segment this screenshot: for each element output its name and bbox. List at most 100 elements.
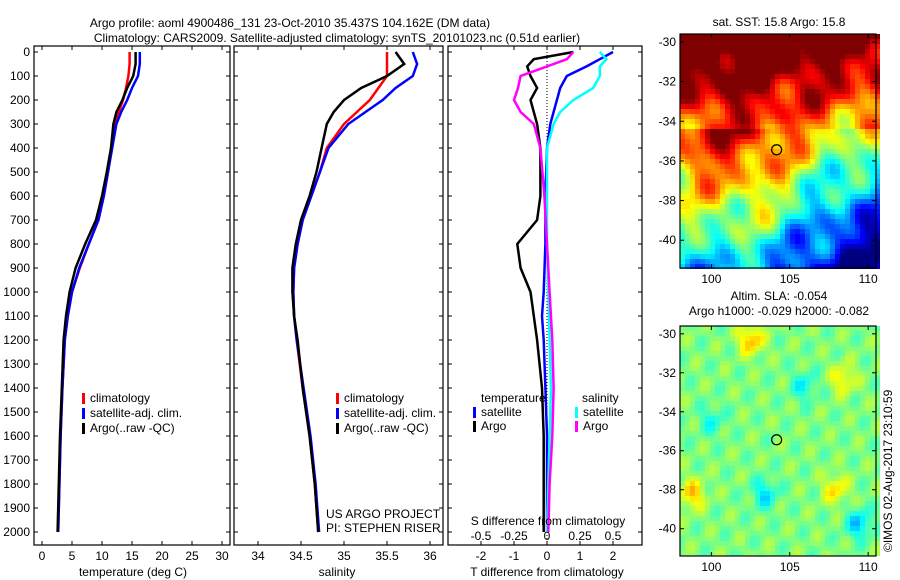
heatmap-cell	[705, 386, 710, 391]
heatmap-cell	[830, 159, 835, 164]
heatmap-cell	[795, 336, 800, 341]
heatmap-cell	[870, 139, 875, 144]
heatmap-cell	[780, 386, 785, 391]
heatmap-cell	[845, 189, 850, 194]
heatmap-cell	[810, 114, 815, 119]
heatmap-cell	[800, 99, 805, 104]
heatmap-cell	[850, 476, 855, 481]
heatmap-cell	[875, 391, 880, 396]
heatmap-cell	[845, 501, 850, 506]
heatmap-cell	[685, 426, 690, 431]
heatmap-cell	[805, 406, 810, 411]
heatmap-cell	[695, 466, 700, 471]
heatmap-cell	[685, 224, 690, 229]
heatmap-cell	[710, 114, 715, 119]
heatmap-cell	[750, 421, 755, 426]
heatmap-cell	[740, 84, 745, 89]
heatmap-cell	[795, 486, 800, 491]
heatmap-cell	[735, 149, 740, 154]
heatmap-cell	[875, 396, 880, 401]
heatmap-cell	[825, 481, 830, 486]
heatmap-cell	[855, 376, 860, 381]
heatmap-cell	[815, 224, 820, 229]
heatmap-cell	[785, 496, 790, 501]
heatmap-cell	[870, 144, 875, 149]
heatmap-cell	[840, 149, 845, 154]
heatmap-cell	[735, 411, 740, 416]
heatmap-cell	[840, 356, 845, 361]
heatmap-cell	[850, 401, 855, 406]
heatmap-cell	[870, 471, 875, 476]
heatmap-cell	[810, 229, 815, 234]
heatmap-cell	[860, 506, 865, 511]
heatmap-cell	[800, 229, 805, 234]
heatmap-cell	[850, 341, 855, 346]
heatmap-cell	[800, 531, 805, 536]
heatmap-cell	[875, 54, 880, 59]
heatmap-cell	[710, 199, 715, 204]
heatmap-cell	[855, 366, 860, 371]
heatmap-cell	[825, 204, 830, 209]
heatmap-cell	[860, 139, 865, 144]
heatmap-cell	[740, 376, 745, 381]
heatmap-cell	[855, 64, 860, 69]
heatmap-cell	[755, 471, 760, 476]
heatmap-cell	[685, 239, 690, 244]
heatmap-cell	[700, 481, 705, 486]
heatmap-cell	[695, 361, 700, 366]
heatmap-cell	[725, 59, 730, 64]
heatmap-cell	[825, 536, 830, 541]
heatmap-cell	[815, 506, 820, 511]
heatmap-cell	[815, 371, 820, 376]
heatmap-cell	[795, 536, 800, 541]
heatmap-cell	[790, 114, 795, 119]
heatmap-cell	[720, 99, 725, 104]
heatmap-cell	[860, 254, 865, 259]
heatmap-cell	[845, 159, 850, 164]
heatmap-cell	[780, 174, 785, 179]
heatmap-cell	[700, 229, 705, 234]
heatmap-cell	[820, 486, 825, 491]
heatmap-cell	[875, 74, 880, 79]
heatmap-cell	[720, 64, 725, 69]
heatmap-cell	[700, 199, 705, 204]
heatmap-cell	[845, 401, 850, 406]
heatmap-cell	[870, 541, 875, 546]
heatmap-cell	[715, 431, 720, 436]
heatmap-cell	[810, 184, 815, 189]
heatmap-cell	[705, 406, 710, 411]
heatmap-cell	[785, 144, 790, 149]
heatmap-cell	[815, 536, 820, 541]
heatmap-cell	[730, 134, 735, 139]
heatmap-cell	[815, 546, 820, 551]
heatmap-cell	[835, 401, 840, 406]
heatmap-cell	[820, 244, 825, 249]
heatmap-cell	[745, 381, 750, 386]
heatmap-cell	[845, 326, 850, 331]
heatmap-cell	[720, 391, 725, 396]
heatmap-cell	[720, 239, 725, 244]
heatmap-cell	[835, 74, 840, 79]
heatmap-cell	[700, 144, 705, 149]
heatmap-cell	[690, 224, 695, 229]
heatmap-cell	[745, 239, 750, 244]
heatmap-cell	[830, 194, 835, 199]
heatmap-cell	[690, 174, 695, 179]
heatmap-cell	[860, 406, 865, 411]
heatmap-cell	[765, 39, 770, 44]
heatmap-cell	[730, 471, 735, 476]
heatmap-cell	[680, 471, 685, 476]
heatmap-cell	[700, 109, 705, 114]
heatmap-cell	[790, 174, 795, 179]
heatmap-cell	[840, 501, 845, 506]
heatmap-cell	[775, 446, 780, 451]
heatmap-cell	[870, 491, 875, 496]
heatmap-cell	[850, 219, 855, 224]
heatmap-cell	[690, 264, 695, 269]
heatmap-cell	[770, 54, 775, 59]
heatmap-cell	[795, 219, 800, 224]
heatmap-cell	[765, 179, 770, 184]
heatmap-cell	[770, 456, 775, 461]
heatmap-cell	[860, 234, 865, 239]
heatmap-cell	[695, 99, 700, 104]
